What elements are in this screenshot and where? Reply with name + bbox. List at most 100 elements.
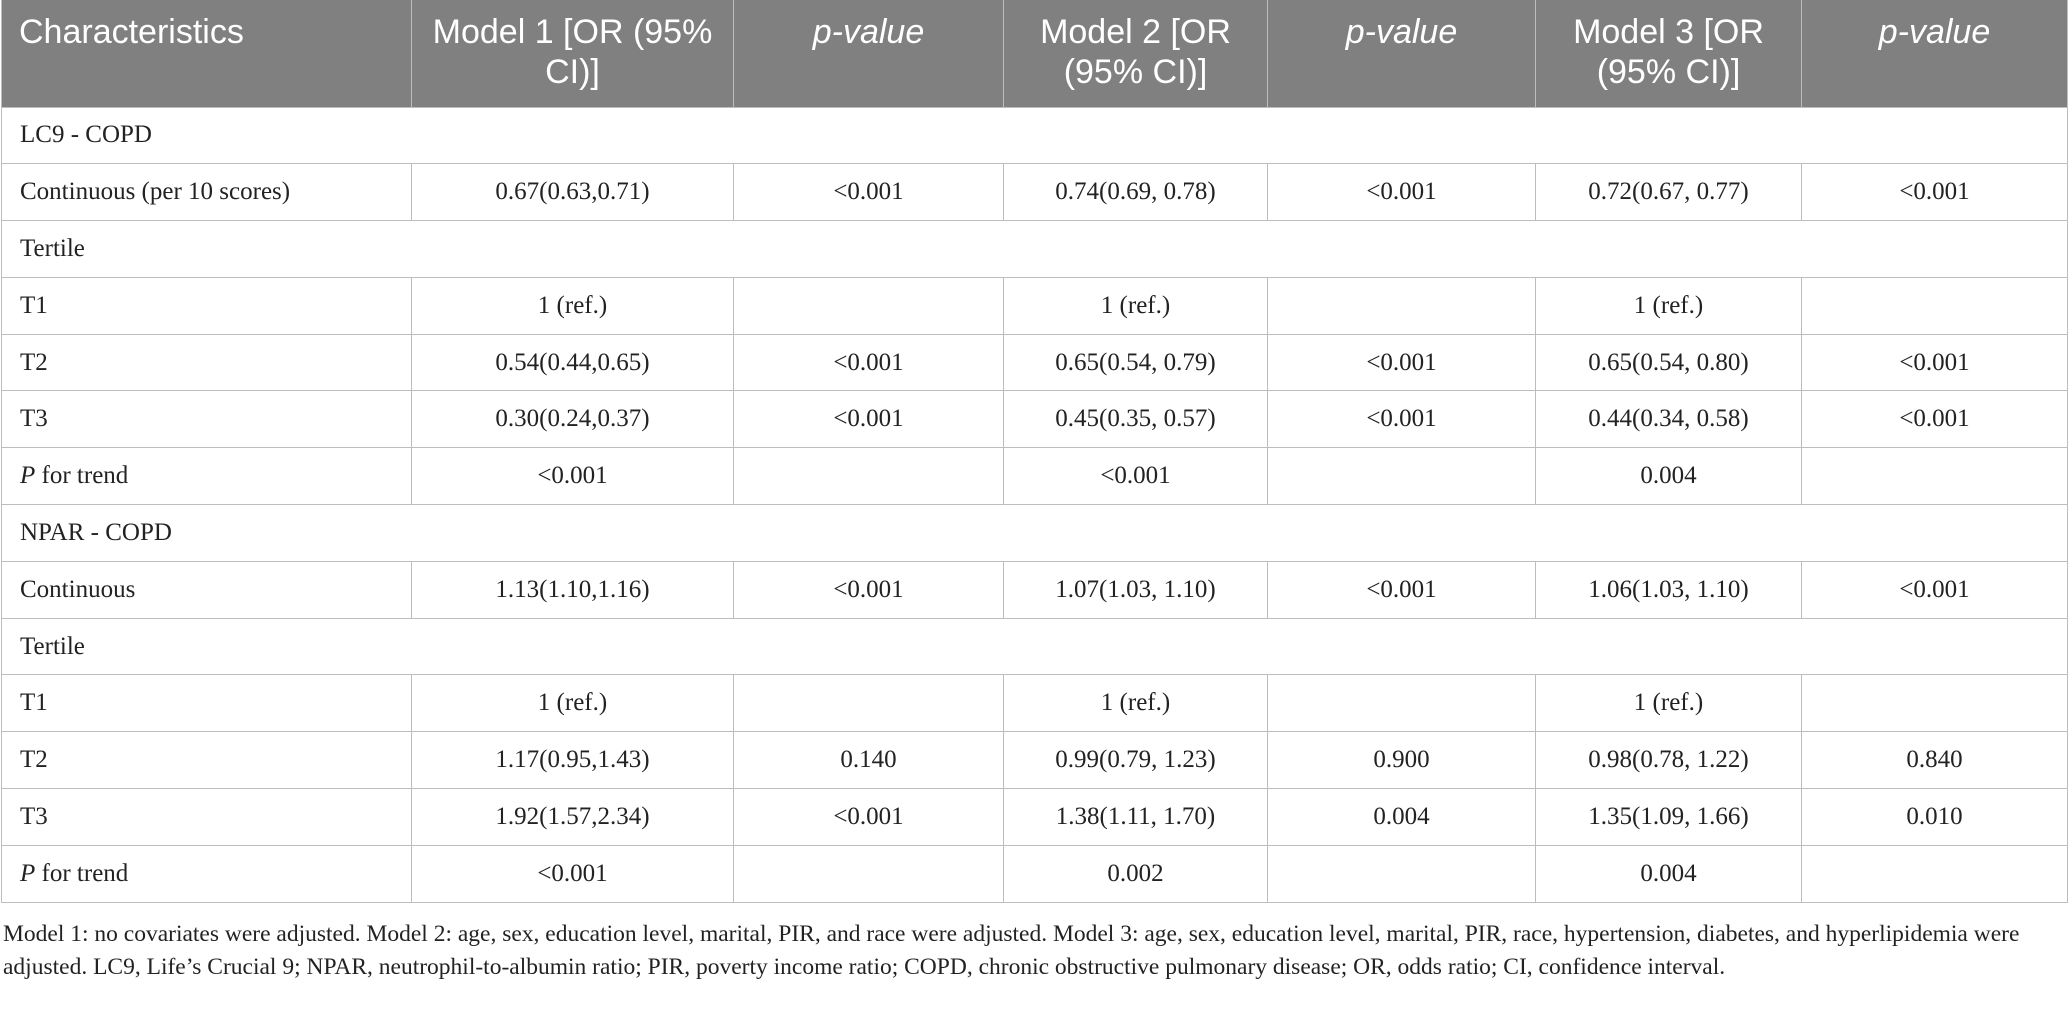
table-row: P for trend <0.001 <0.001 0.004 — [1, 447, 2068, 506]
table-row: T2 1.17(0.95,1.43) 0.140 0.99(0.79, 1.23… — [1, 731, 2068, 790]
cell-pvalue3: <0.001 — [1801, 560, 2068, 619]
cell-model1: 1 (ref.) — [411, 674, 734, 733]
cell-pvalue3 — [1801, 276, 2068, 335]
trend-p-label: P — [20, 859, 36, 887]
cell-model3: 1 (ref.) — [1535, 276, 1802, 335]
table-row: Continuous 1.13(1.10,1.16) <0.001 1.07(1… — [1, 560, 2068, 619]
table-row: T2 0.54(0.44,0.65) <0.001 0.65(0.54, 0.7… — [1, 333, 2068, 392]
section-row: Tertile — [1, 617, 2068, 676]
section-row: NPAR - COPD — [1, 504, 2068, 562]
trend-rest-label: for trend — [35, 462, 129, 490]
header-model2: Model 2 [OR (95% CI)] — [1003, 0, 1268, 107]
cell-pvalue1 — [733, 276, 1004, 335]
cell-model2: 0.99(0.79, 1.23) — [1003, 731, 1268, 790]
cell-model1: 0.67(0.63,0.71) — [411, 163, 734, 222]
cell-model3: 0.98(0.78, 1.22) — [1535, 731, 1802, 790]
cell-pvalue1: <0.001 — [733, 560, 1004, 619]
cell-model2: 1 (ref.) — [1003, 674, 1268, 733]
table-row: T1 1 (ref.) 1 (ref.) 1 (ref.) — [1, 276, 2068, 335]
cell-pvalue3: <0.001 — [1801, 390, 2068, 449]
table-container: Characteristics Model 1 [OR (95% CI)] p-… — [1, 0, 2068, 903]
cell-model3: 0.004 — [1535, 844, 1802, 903]
trend-p-label: P — [20, 462, 36, 490]
row-label: T1 — [1, 276, 412, 335]
cell-pvalue1 — [733, 844, 1004, 903]
cell-pvalue3: 0.840 — [1801, 731, 2068, 790]
table-footnote: Model 1: no covariates were adjusted. Mo… — [3, 921, 2020, 980]
cell-pvalue2 — [1267, 674, 1536, 733]
cell-model1: <0.001 — [411, 447, 734, 506]
row-label-trend: P for trend — [1, 447, 412, 506]
cell-pvalue2: <0.001 — [1267, 333, 1536, 392]
cell-model2: 0.65(0.54, 0.79) — [1003, 333, 1268, 392]
cell-model2: 1.38(1.11, 1.70) — [1003, 788, 1268, 846]
cell-pvalue3: <0.001 — [1801, 333, 2068, 392]
cell-model3: 1.06(1.03, 1.10) — [1535, 560, 1802, 619]
header-model3: Model 3 [OR (95% CI)] — [1535, 0, 1802, 107]
header-characteristics: Characteristics — [1, 0, 412, 107]
header-row: Characteristics Model 1 [OR (95% CI)] p-… — [1, 0, 2068, 107]
section-row: LC9 - COPD — [1, 106, 2068, 165]
table-row: T1 1 (ref.) 1 (ref.) 1 (ref.) — [1, 674, 2068, 733]
cell-pvalue3: <0.001 — [1801, 163, 2068, 222]
table-row: T3 0.30(0.24,0.37) <0.001 0.45(0.35, 0.5… — [1, 390, 2068, 449]
cell-pvalue2: <0.001 — [1267, 163, 1536, 222]
cell-model1: 1 (ref.) — [411, 276, 734, 335]
section-title: LC9 - COPD — [1, 106, 2068, 165]
cell-model2: 1 (ref.) — [1003, 276, 1268, 335]
cell-pvalue2 — [1267, 276, 1536, 335]
cell-model2: <0.001 — [1003, 447, 1268, 506]
cell-pvalue1 — [733, 447, 1004, 506]
cell-model3: 0.65(0.54, 0.80) — [1535, 333, 1802, 392]
row-label-trend: P for trend — [1, 844, 412, 903]
row-label: T2 — [1, 333, 412, 392]
cell-pvalue1: <0.001 — [733, 788, 1004, 846]
table-row: T3 1.92(1.57,2.34) <0.001 1.38(1.11, 1.7… — [1, 788, 2068, 846]
cell-pvalue3 — [1801, 447, 2068, 506]
cell-model1: 1.17(0.95,1.43) — [411, 731, 734, 790]
table-header: Characteristics Model 1 [OR (95% CI)] p-… — [1, 0, 2068, 107]
trend-rest-label: for trend — [35, 859, 129, 887]
cell-model3: 0.004 — [1535, 447, 1802, 506]
cell-pvalue3 — [1801, 674, 2068, 733]
cell-model2: 0.45(0.35, 0.57) — [1003, 390, 1268, 449]
row-label: Continuous (per 10 scores) — [1, 163, 412, 222]
cell-model2: 1.07(1.03, 1.10) — [1003, 560, 1268, 619]
section-row: Tertile — [1, 220, 2068, 278]
results-table: Characteristics Model 1 [OR (95% CI)] p-… — [1, 0, 2068, 903]
cell-pvalue1: <0.001 — [733, 163, 1004, 222]
cell-pvalue3: 0.010 — [1801, 788, 2068, 846]
tertile-label: Tertile — [1, 220, 2068, 278]
cell-model1: 1.92(1.57,2.34) — [411, 788, 734, 846]
cell-pvalue2: <0.001 — [1267, 560, 1536, 619]
cell-model3: 0.44(0.34, 0.58) — [1535, 390, 1802, 449]
header-model1: Model 1 [OR (95% CI)] — [411, 0, 734, 107]
cell-pvalue2: <0.001 — [1267, 390, 1536, 449]
cell-model3: 0.72(0.67, 0.77) — [1535, 163, 1802, 222]
section-title: NPAR - COPD — [1, 504, 2068, 562]
cell-pvalue1 — [733, 674, 1004, 733]
row-label: T3 — [1, 788, 412, 846]
table-row: Continuous (per 10 scores) 0.67(0.63,0.7… — [1, 163, 2068, 222]
row-label: T3 — [1, 390, 412, 449]
row-label: T1 — [1, 674, 412, 733]
cell-model1: 0.30(0.24,0.37) — [411, 390, 734, 449]
header-pvalue2: p-value — [1267, 0, 1536, 107]
cell-pvalue2: 0.004 — [1267, 788, 1536, 846]
cell-model1: <0.001 — [411, 844, 734, 903]
cell-model1: 1.13(1.10,1.16) — [411, 560, 734, 619]
header-pvalue1: p-value — [733, 0, 1004, 107]
tertile-label: Tertile — [1, 617, 2068, 676]
cell-model2: 0.74(0.69, 0.78) — [1003, 163, 1268, 222]
cell-pvalue1: <0.001 — [733, 390, 1004, 449]
cell-pvalue2 — [1267, 447, 1536, 506]
header-pvalue3: p-value — [1801, 0, 2068, 107]
cell-model2: 0.002 — [1003, 844, 1268, 903]
row-label: Continuous — [1, 560, 412, 619]
table-body: LC9 - COPD Continuous (per 10 scores) 0.… — [1, 106, 2068, 903]
cell-pvalue3 — [1801, 844, 2068, 903]
cell-model3: 1 (ref.) — [1535, 674, 1802, 733]
cell-model1: 0.54(0.44,0.65) — [411, 333, 734, 392]
cell-model3: 1.35(1.09, 1.66) — [1535, 788, 1802, 846]
cell-pvalue2: 0.900 — [1267, 731, 1536, 790]
